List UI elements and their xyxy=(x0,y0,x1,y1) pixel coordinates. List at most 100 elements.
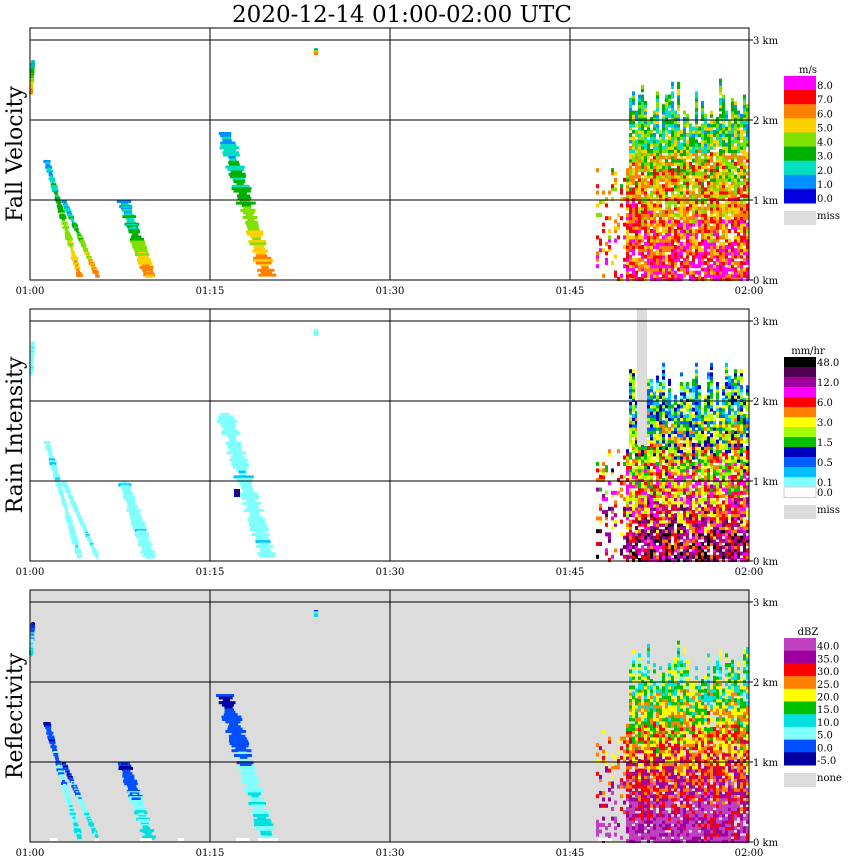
colorbar-swatch xyxy=(784,397,816,408)
colorbar-swatch xyxy=(784,714,816,728)
colorbar-label: 48.0 xyxy=(817,358,839,369)
x-tick-label: 01:00 xyxy=(16,567,45,578)
colorbar-swatch xyxy=(784,701,816,715)
x-tick-label: 02:00 xyxy=(735,848,764,859)
colorbar-swatch xyxy=(784,726,816,741)
x-tick-label: 01:45 xyxy=(556,848,585,859)
colorbar-label: 5.0 xyxy=(817,123,833,134)
colorbar: dBZ 40.035.0 30.0 25.0 20.015.0 10.0 5.00.0 -5.… xyxy=(784,627,842,787)
colorbar-swatch xyxy=(784,357,816,368)
y-tick-label: 1 km xyxy=(753,758,779,769)
panel-1: 0 km 1 km 2 km 3 km 01:00 01:15 01:30 01:45 02:0… xyxy=(3,27,840,297)
missing-swatch xyxy=(784,505,816,519)
y-tick-label: 2 km xyxy=(753,678,779,689)
colorbar-swatch xyxy=(784,477,816,488)
missing-label: miss xyxy=(817,505,840,516)
colorbar-label: 2.0 xyxy=(817,166,833,177)
y-tick-label: 1 km xyxy=(753,196,779,207)
radar-echo xyxy=(29,48,749,281)
colorbar-label: 0.5 xyxy=(817,458,833,469)
colorbar-label: 8.0 xyxy=(817,81,833,92)
colorbar-label: 7.0 xyxy=(817,95,833,106)
colorbar-swatch xyxy=(784,174,816,190)
colorbar-swatch xyxy=(784,650,816,664)
colorbar-label: 6.0 xyxy=(817,109,833,120)
missing-swatch xyxy=(784,211,816,225)
colorbar-swatch xyxy=(784,76,816,91)
colorbar: m/s8.0 7.0 6.0 5.0 4.0 3.0 2.0 1.0 0.0 miss xyxy=(784,65,840,225)
colorbar-swatch xyxy=(784,467,816,478)
colorbar-label: 0.1 xyxy=(817,478,833,489)
colorbar-label: 12.0 xyxy=(817,378,839,389)
colorbar-swatch xyxy=(783,486,817,498)
colorbar-label: 0.0 xyxy=(817,743,833,754)
colorbar-label: 40.0 xyxy=(817,642,839,653)
colorbar-swatch xyxy=(784,367,816,378)
colorbar-swatch xyxy=(784,676,816,690)
y-tick-label: 3 km xyxy=(753,598,779,609)
colorbar-swatch xyxy=(784,188,816,204)
colorbar-label: 3.0 xyxy=(817,152,833,163)
missing-label: none xyxy=(817,773,842,784)
colorbar-swatch xyxy=(784,132,816,148)
colorbar-label: 10.0 xyxy=(817,718,839,729)
x-tick-label: 01:30 xyxy=(376,286,405,297)
colorbar-label: 4.0 xyxy=(817,138,833,149)
colorbar-swatch xyxy=(784,118,816,133)
colorbar-label: 35.0 xyxy=(817,654,839,665)
colorbar-swatch xyxy=(784,407,816,418)
missing-swatch xyxy=(784,773,816,787)
chart-title: 2020-12-14 01:00-02:00 UTC xyxy=(232,2,572,28)
y-tick-label: 3 km xyxy=(753,36,779,47)
x-tick-label: 01:15 xyxy=(196,567,225,578)
x-tick-label: 02:00 xyxy=(735,286,764,297)
y-tick-label: 0 km xyxy=(753,276,779,287)
colorbar-label: 1.5 xyxy=(817,438,833,449)
y-tick-label: 3 km xyxy=(753,317,779,328)
colorbar-label: 3.0 xyxy=(817,418,833,429)
colorbar-swatch xyxy=(784,437,816,448)
y-tick-label: 1 km xyxy=(753,477,779,488)
colorbar-swatch xyxy=(784,417,816,428)
colorbar-swatch xyxy=(784,146,816,162)
colorbar-unit: dBZ xyxy=(798,627,819,638)
x-tick-label: 01:15 xyxy=(196,848,225,859)
x-tick-label: 01:30 xyxy=(376,567,405,578)
panel-ylabel: Reflectivity xyxy=(3,652,28,779)
panel-2: 0 km 1 km 2 km 3 km 01:00 01:15 01:30 01:45 02:0… xyxy=(3,308,840,578)
panel-3: 0 km 1 km 2 km 3 km 01:00 01:15 01:30 01:45 02:0… xyxy=(3,589,842,859)
colorbar-swatch xyxy=(784,688,816,702)
x-tick-label: 01:00 xyxy=(16,848,45,859)
radar-echo xyxy=(28,610,749,843)
colorbar-swatch xyxy=(784,638,816,652)
colorbar-label: -5.0 xyxy=(817,756,836,767)
y-tick-label: 0 km xyxy=(753,838,779,849)
colorbar-label: 25.0 xyxy=(817,680,839,691)
y-tick-label: 2 km xyxy=(753,116,779,127)
colorbar-swatch xyxy=(784,160,816,176)
x-tick-label: 01:45 xyxy=(556,286,585,297)
panel-ylabel: Rain Intensity xyxy=(3,356,28,513)
colorbar-label: 0.0 xyxy=(817,488,833,499)
colorbar-unit: m/s xyxy=(799,65,817,76)
colorbar-label: 20.0 xyxy=(817,693,839,704)
colorbar-swatch xyxy=(784,752,816,766)
radar-echo xyxy=(29,309,749,562)
colorbar-label: 1.0 xyxy=(817,180,833,191)
colorbar-swatch xyxy=(784,377,816,388)
x-tick-label: 01:15 xyxy=(196,286,225,297)
colorbar-label: 0.0 xyxy=(817,194,833,205)
panel-ylabel: Fall Velocity xyxy=(3,86,28,222)
colorbar-label: 15.0 xyxy=(817,705,839,716)
y-tick-label: 2 km xyxy=(753,397,779,408)
x-tick-label: 01:45 xyxy=(556,567,585,578)
x-tick-label: 02:00 xyxy=(735,567,764,578)
colorbar-swatch xyxy=(784,447,816,458)
colorbar-label: 5.0 xyxy=(817,731,833,742)
colorbar-swatch xyxy=(784,90,816,105)
colorbar-swatch xyxy=(784,387,816,398)
colorbar-swatch xyxy=(784,739,816,753)
colorbar-swatch xyxy=(784,427,816,438)
